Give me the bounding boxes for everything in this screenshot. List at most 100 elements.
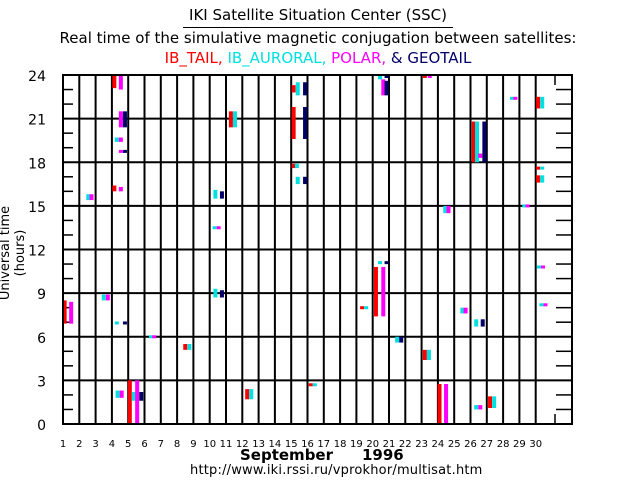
x-tick-label: 11 xyxy=(220,439,233,450)
event-mark-ib-auroral xyxy=(539,303,544,307)
event-mark-ib-auroral xyxy=(294,163,299,169)
event-mark-ib-auroral xyxy=(474,319,479,327)
x-tick-label: 16 xyxy=(301,439,314,450)
event-mark-ib-auroral xyxy=(213,189,218,199)
event-mark-ib-tail xyxy=(183,344,188,350)
event-mark-polar xyxy=(135,380,140,424)
legend-item-ib-tail: IB_TAIL, xyxy=(164,49,223,67)
event-mark-geotail xyxy=(384,80,389,96)
event-mark-polar xyxy=(478,405,483,410)
x-tick-label: 14 xyxy=(269,439,282,450)
event-mark-polar xyxy=(543,303,548,307)
event-mark-polar xyxy=(69,301,74,324)
event-mark-ib-tail xyxy=(245,389,250,400)
event-mark-ib-auroral xyxy=(131,392,136,401)
x-tick-labels: 1 2 3 4 5 6 7 8 9 10 11 12 13 14 15 16 17 18 19 20 21 22 23 24 2… xyxy=(60,439,542,450)
event-mark-polar xyxy=(105,294,110,301)
event-mark-geotail xyxy=(219,290,224,298)
event-mark-ib-tail xyxy=(422,349,427,361)
y-tick-label: 21 xyxy=(28,113,46,129)
event-mark-ib-auroral xyxy=(475,121,480,163)
x-tick-label: 20 xyxy=(366,439,379,450)
event-mark-ib-tail xyxy=(437,384,442,424)
event-mark-ib-auroral xyxy=(395,336,400,343)
chart-subtitle: Real time of the simulative magnetic con… xyxy=(59,29,577,47)
event-mark-geotail xyxy=(122,111,127,128)
event-mark-geotail xyxy=(303,176,308,185)
event-mark-polar xyxy=(216,226,221,230)
event-mark-geotail xyxy=(139,392,144,401)
event-mark-ib-auroral xyxy=(492,396,497,409)
event-mark-geotail xyxy=(399,336,404,343)
event-mark-polar xyxy=(444,384,449,424)
grid xyxy=(63,75,572,424)
legend-item-ib-auroral: IB_AURORAL, xyxy=(227,49,327,67)
plot-frame xyxy=(62,74,573,425)
event-mark-ib-auroral xyxy=(187,344,192,350)
y-tick-label: 0 xyxy=(37,418,46,434)
y-tick-label: 18 xyxy=(28,156,46,172)
event-mark-ib-auroral xyxy=(312,383,317,387)
event-mark-polar xyxy=(118,137,123,142)
event-mark-polar xyxy=(446,205,451,214)
y-axis-label: Universal time (hours) xyxy=(0,205,28,301)
event-mark-geotail xyxy=(482,121,487,163)
event-mark-ib-auroral xyxy=(522,204,527,208)
event-mark-ib-auroral xyxy=(232,111,237,128)
x-tick-label: 2 xyxy=(76,439,82,450)
event-mark-polar xyxy=(427,75,432,78)
event-mark-polar xyxy=(513,96,518,100)
event-mark-geotail xyxy=(384,75,389,78)
x-tick-label: 3 xyxy=(92,439,98,450)
x-tick-label: 19 xyxy=(350,439,363,450)
event-mark-ib-tail xyxy=(488,396,493,409)
x-tick-label: 8 xyxy=(174,439,180,450)
event-mark-ib-tail xyxy=(422,75,427,78)
x-tick-label: 13 xyxy=(252,439,265,450)
x-tick-label: 15 xyxy=(285,439,298,450)
y-tick-label: 3 xyxy=(37,374,46,390)
event-mark-ib-auroral xyxy=(443,205,448,214)
event-mark-ib-auroral xyxy=(378,261,383,265)
x-tick-label: 21 xyxy=(383,439,396,450)
event-mark-geotail xyxy=(303,106,308,139)
x-tick-label: 23 xyxy=(415,439,428,450)
y-tick-label: 24 xyxy=(28,69,46,85)
event-mark-geotail xyxy=(219,191,224,199)
event-mark-polar xyxy=(118,75,123,90)
x-tick-label: 17 xyxy=(317,439,330,450)
event-mark-ib-auroral xyxy=(114,137,119,142)
x-tick-label: 12 xyxy=(236,439,249,450)
x-tick-label: 4 xyxy=(109,439,115,450)
x-tick-label: 1 xyxy=(60,439,66,450)
x-tick-label: 25 xyxy=(448,439,461,450)
event-mark-ib-auroral xyxy=(460,307,465,314)
event-mark-polar xyxy=(152,335,157,339)
event-mark-ib-auroral xyxy=(295,82,300,96)
event-mark-polar xyxy=(118,111,123,128)
event-mark-ib-tail xyxy=(536,96,541,109)
x-axis-month: September xyxy=(240,446,333,464)
event-mark-ib-auroral xyxy=(213,288,218,298)
chart-marks xyxy=(62,75,548,424)
chart-title-text: IKI Satellite Situation Center (SSC) xyxy=(183,6,453,28)
event-mark-polar xyxy=(463,307,468,314)
event-mark-ib-tail xyxy=(62,300,67,324)
y-tick-label: 6 xyxy=(37,331,46,347)
legend-item-geotail: & GEOTAIL xyxy=(390,49,472,67)
event-mark-geotail xyxy=(122,149,127,153)
event-mark-geotail xyxy=(480,319,485,327)
event-mark-ib-auroral xyxy=(114,321,119,325)
x-tick-label: 24 xyxy=(432,439,445,450)
event-mark-polar xyxy=(478,153,483,158)
x-tick-label: 18 xyxy=(334,439,347,450)
event-mark-ib-tail xyxy=(308,383,313,387)
y-tick-label: 15 xyxy=(28,200,46,216)
x-tick-label: 6 xyxy=(141,439,147,450)
x-tick-label: 28 xyxy=(497,439,510,450)
x-tick-label: 30 xyxy=(529,439,542,450)
event-mark-polar xyxy=(525,204,530,208)
event-mark-polar xyxy=(119,390,124,398)
y-tick-label: 12 xyxy=(28,244,46,260)
